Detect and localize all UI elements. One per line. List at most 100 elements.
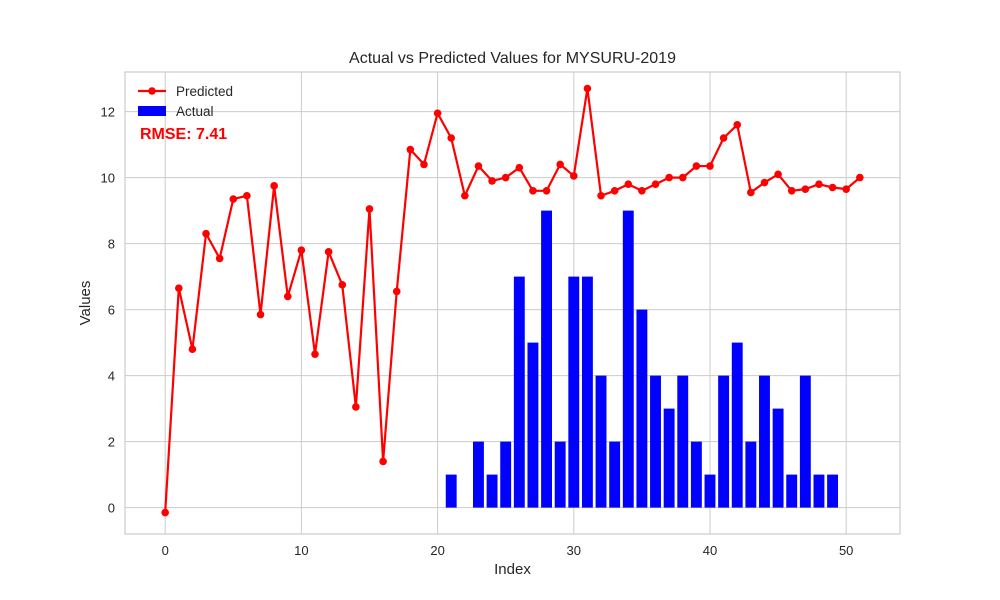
x-tick-label: 20 — [430, 543, 444, 558]
grid — [125, 72, 900, 534]
actual-bar — [799, 375, 811, 508]
legend-actual-label: Actual — [176, 104, 214, 119]
predicted-point — [175, 284, 183, 292]
predicted-point — [583, 84, 592, 93]
predicted-point — [188, 345, 197, 354]
actual-bar — [554, 441, 566, 508]
predicted-point — [283, 292, 292, 301]
predicted-point — [610, 187, 619, 195]
predicted-point — [828, 183, 837, 192]
predicted-point — [597, 191, 605, 200]
y-tick-label: 10 — [101, 171, 115, 186]
predicted-point — [815, 180, 823, 188]
legend-actual-swatch — [138, 106, 166, 116]
actual-bar — [473, 441, 484, 508]
actual-bar — [609, 441, 621, 508]
predicted-line-group — [161, 84, 864, 517]
actual-bars — [445, 210, 839, 508]
predicted-point — [420, 160, 428, 169]
predicted-point — [202, 229, 210, 238]
predicted-point — [352, 403, 360, 411]
actual-bar — [650, 375, 661, 508]
predicted-point — [665, 173, 673, 182]
predicted-point — [515, 163, 524, 172]
plot-background — [125, 72, 900, 534]
predicted-point — [501, 173, 510, 182]
actual-bar — [745, 441, 757, 508]
predicted-point — [719, 134, 728, 142]
actual-bar — [500, 441, 512, 508]
actual-bar — [677, 375, 689, 508]
predicted-point — [678, 173, 687, 182]
y-tick-label: 12 — [101, 105, 115, 120]
actual-bar — [813, 474, 825, 508]
predicted-point — [229, 195, 238, 203]
predicted-point — [447, 134, 456, 142]
y-tick-labels: 0 2 4 6 8 10 12 — [101, 105, 115, 516]
legend-predicted-marker — [148, 87, 156, 95]
actual-bar — [486, 474, 498, 508]
predicted-point — [311, 350, 319, 358]
y-tick-label: 2 — [108, 435, 115, 450]
predicted-point — [270, 182, 278, 190]
plot-frame — [124, 71, 901, 535]
y-axis-label: Values — [77, 281, 94, 326]
predicted-point — [624, 180, 633, 188]
predicted-point — [433, 109, 442, 118]
predicted-point — [774, 170, 782, 179]
predicted-point — [256, 310, 265, 319]
predicted-point — [856, 173, 864, 182]
predicted-point — [706, 162, 714, 170]
actual-bar — [718, 375, 730, 508]
actual-bar — [636, 309, 648, 508]
legend: Predicted Actual — [138, 84, 233, 119]
actual-bar — [827, 474, 839, 508]
predicted-point — [733, 121, 742, 129]
predicted-point — [842, 185, 850, 193]
actual-bar — [772, 408, 784, 508]
predicted-point — [474, 162, 483, 170]
predicted-point — [760, 178, 769, 187]
x-tick-label: 50 — [839, 543, 853, 558]
predicted-point — [692, 162, 701, 170]
predicted-point — [801, 185, 810, 193]
actual-bar — [581, 276, 593, 508]
actual-bar — [704, 474, 716, 508]
actual-bar — [513, 276, 525, 508]
x-axis-label: Index — [494, 561, 531, 578]
predicted-point — [406, 145, 415, 154]
actual-bar — [786, 474, 798, 508]
predicted-point — [651, 180, 660, 188]
y-tick-label: 8 — [108, 237, 115, 252]
predicted-point — [638, 187, 646, 195]
predicted-point — [392, 287, 401, 296]
y-tick-label: 6 — [108, 303, 115, 318]
x-tick-labels: 0 10 20 30 40 50 — [162, 543, 854, 558]
predicted-point — [569, 172, 578, 180]
x-tick-label: 40 — [703, 543, 717, 558]
predicted-point — [324, 248, 333, 256]
predicted-line — [164, 87, 861, 513]
predicted-point — [338, 281, 347, 289]
actual-bar — [622, 210, 634, 508]
predicted-point — [529, 187, 537, 195]
actual-bar — [595, 375, 607, 508]
predicted-point — [379, 457, 387, 466]
actual-bar — [445, 474, 457, 508]
y-tick-label: 4 — [108, 369, 115, 384]
actual-bar — [541, 210, 552, 508]
predicted-point — [297, 246, 306, 254]
predicted-point — [365, 205, 374, 213]
predicted-point — [488, 177, 496, 185]
predicted-point — [461, 191, 469, 200]
actual-bar — [568, 276, 580, 508]
x-tick-label: 0 — [162, 543, 169, 558]
predicted-point — [161, 508, 169, 517]
predicted-point — [787, 187, 796, 195]
predicted-point — [215, 254, 224, 263]
y-tick-label: 0 — [108, 501, 115, 516]
actual-bar — [759, 375, 770, 508]
actual-bar — [527, 342, 539, 508]
rmse-annotation: RMSE: 7.41 — [140, 126, 227, 143]
